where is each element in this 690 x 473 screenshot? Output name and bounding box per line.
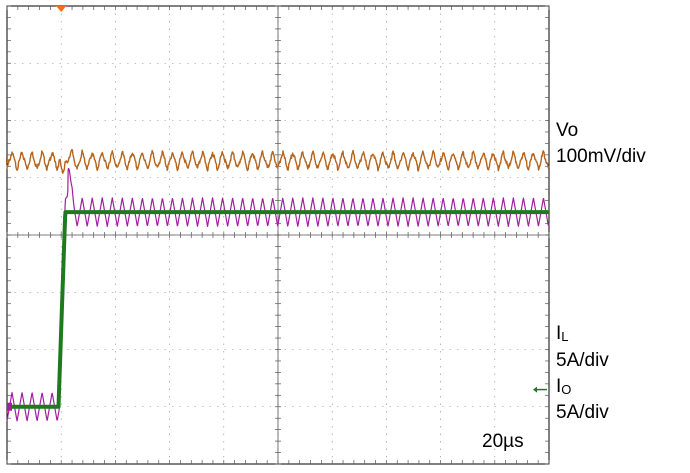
io-ground-arrow-head — [533, 386, 537, 393]
il-label-sub: L — [561, 329, 568, 344]
graticule-grid — [6, 5, 550, 465]
il-channel-label: IL — [556, 323, 569, 344]
trigger-marker — [56, 6, 67, 12]
vo-channel-label: Vo — [556, 120, 578, 141]
il-ground-marker — [7, 402, 12, 411]
io-trace — [5, 210, 551, 409]
io-scale-label: 5A/div — [556, 402, 609, 423]
vo-trace — [6, 148, 550, 174]
traces — [5, 148, 551, 422]
io-label-sub: O — [561, 382, 571, 397]
io-channel-label: IO — [556, 376, 571, 397]
il-scale-label: 5A/div — [556, 350, 609, 371]
vo-scale-label: 100mV/div — [556, 146, 646, 167]
io-label-main: I — [556, 376, 561, 397]
markers — [6, 6, 547, 411]
vo-ground-marker — [6, 157, 10, 164]
il-trace — [6, 167, 550, 422]
il-label-main: I — [556, 323, 561, 344]
timebase-label: 20µs — [482, 431, 524, 452]
